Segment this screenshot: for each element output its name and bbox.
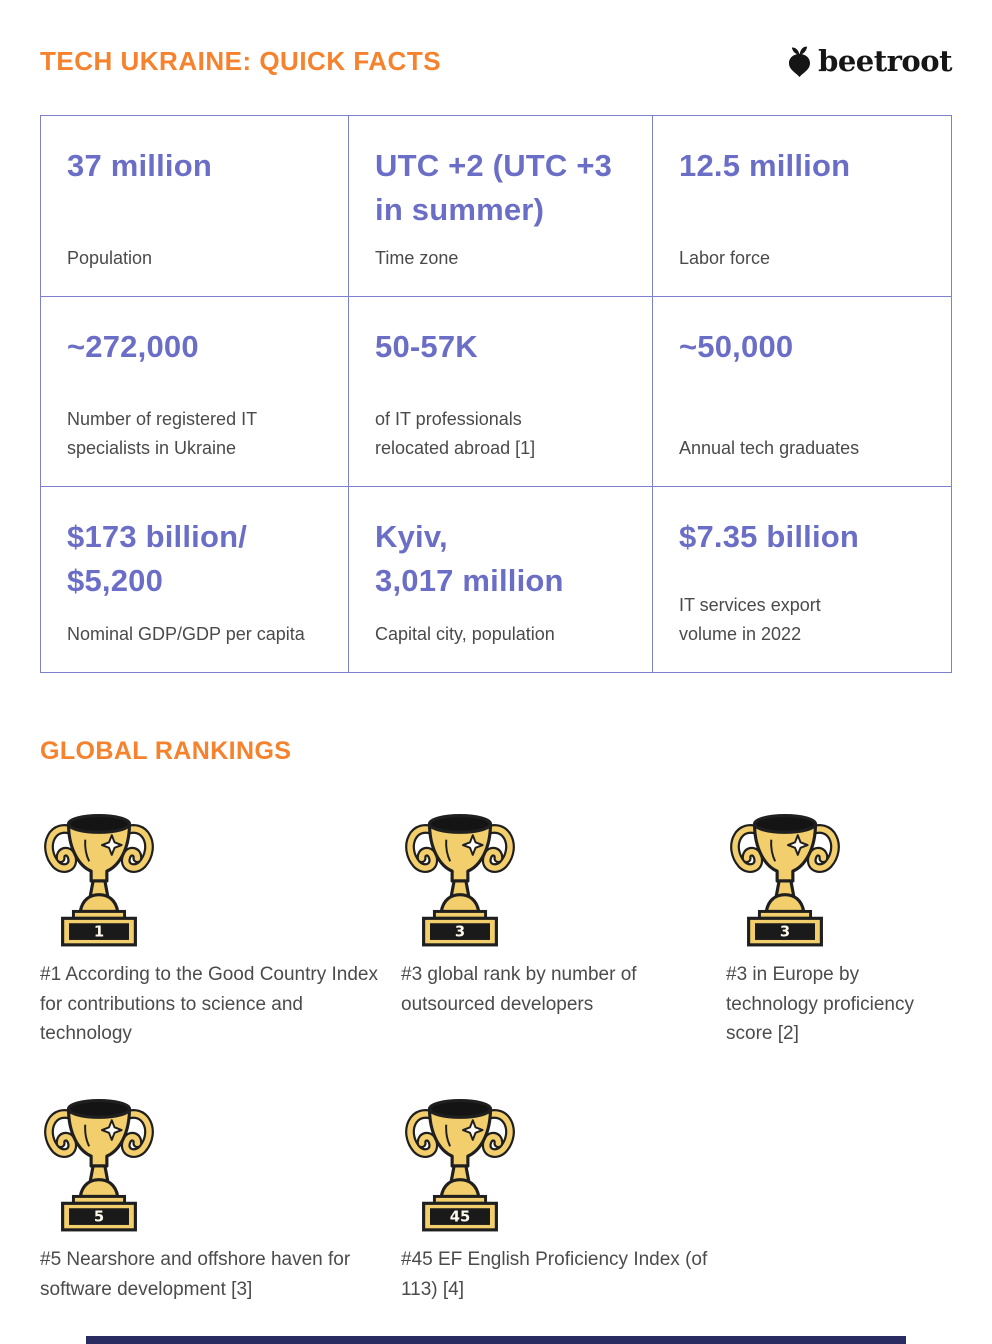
- fact-value: $7.35 billion: [679, 519, 860, 554]
- trophy-rank-number: 45: [450, 1208, 471, 1225]
- fact-label: Number of registered IT specialists in U…: [67, 409, 258, 458]
- fact-label: Population: [67, 247, 153, 268]
- trophy-rank-number: 3: [455, 924, 465, 941]
- ranking-item: 3 #3 in Europe by technology proficiency…: [726, 808, 952, 1049]
- trophy-icon: 1: [44, 813, 154, 947]
- fact-cell-relocated: 50-57K of IT professionals relocated abr…: [348, 297, 652, 486]
- logo-wordmark: beetroot: [818, 44, 952, 78]
- fact-label: IT services export volume in 2022: [679, 595, 821, 644]
- facts-row: 37 million Population UTC +2 (UTC +3 in …: [41, 116, 951, 296]
- facts-row: $173 billion/ $5,200 Nominal GDP/GDP per…: [41, 486, 951, 672]
- trophy-rank-number: 3: [780, 924, 790, 941]
- fact-label: of IT professionals relocated abroad [1]: [375, 409, 536, 458]
- trophy-rank-number: 1: [94, 924, 104, 941]
- fact-cell-population: 37 million Population: [41, 116, 348, 296]
- fact-cell-labor-force: 12.5 million Labor force: [652, 116, 951, 296]
- fact-label: Labor force: [679, 247, 771, 268]
- fact-cell-it-export: $7.35 billion IT services export volume …: [652, 487, 951, 672]
- trophy-icon: 3: [730, 813, 840, 947]
- ranking-item: 3 #3 global rank by number of outsourced…: [401, 808, 726, 1049]
- facts-table: 37 million Population UTC +2 (UTC +3 in …: [40, 115, 952, 673]
- page-title: TECH UKRAINE: QUICK FACTS: [40, 45, 442, 76]
- fact-cell-it-specialists: ~272,000 Number of registered IT special…: [41, 297, 348, 486]
- footer-bar: [86, 1336, 906, 1344]
- ranking-text: #1 According to the Good Country Index f…: [40, 964, 378, 1045]
- trophy-icon: 3: [405, 813, 515, 947]
- ranking-item: 45 #45 EF English Proficiency Index (of …: [401, 1093, 726, 1304]
- ranking-text: #3 global rank by number of outsourced d…: [401, 964, 637, 1015]
- fact-value: Kyiv, 3,017 million: [375, 519, 564, 599]
- rankings-row-1: 1 #1 According to the Good Country Index…: [40, 808, 952, 1049]
- fact-value: ~272,000: [67, 329, 199, 364]
- fact-cell-graduates: ~50,000 Annual tech graduates: [652, 297, 951, 486]
- rankings-row-2: 5 #5 Nearshore and offshore haven for so…: [40, 1093, 952, 1304]
- beetroot-logo: beetroot: [786, 44, 952, 78]
- fact-label: Annual tech graduates: [679, 437, 860, 458]
- fact-label: Capital city, population: [375, 623, 555, 644]
- header: TECH UKRAINE: QUICK FACTS beetroot: [40, 0, 952, 78]
- rankings-title: GLOBAL RANKINGS: [40, 737, 292, 765]
- fact-value: $173 billion/ $5,200: [67, 519, 248, 599]
- fact-label: Time zone: [375, 247, 459, 268]
- fact-cell-gdp: $173 billion/ $5,200 Nominal GDP/GDP per…: [41, 487, 348, 672]
- fact-value: 12.5 million: [679, 148, 851, 183]
- trophy-icon: 45: [405, 1098, 515, 1232]
- fact-cell-timezone: UTC +2 (UTC +3 in summer) Time zone: [348, 116, 652, 296]
- facts-row: ~272,000 Number of registered IT special…: [41, 296, 951, 486]
- ranking-text: #45 EF English Proficiency Index (of 113…: [401, 1248, 708, 1300]
- ranking-item: 1 #1 According to the Good Country Index…: [40, 808, 401, 1049]
- ranking-item: 5 #5 Nearshore and offshore haven for so…: [40, 1093, 401, 1304]
- fact-value: UTC +2 (UTC +3 in summer): [375, 148, 613, 228]
- trophy-rank-number: 5: [94, 1208, 104, 1225]
- ranking-text: #3 in Europe by technology proficiency s…: [726, 964, 914, 1045]
- fact-value: ~50,000: [679, 329, 794, 364]
- fact-value: 37 million: [67, 148, 212, 183]
- fact-value: 50-57K: [375, 329, 478, 364]
- fact-label: Nominal GDP/GDP per capita: [67, 623, 305, 644]
- ranking-text: #5 Nearshore and offshore haven for soft…: [40, 1248, 351, 1300]
- fact-cell-capital: Kyiv, 3,017 million Capital city, popula…: [348, 487, 652, 672]
- trophy-icon: 5: [44, 1098, 154, 1232]
- beet-icon: [789, 46, 811, 77]
